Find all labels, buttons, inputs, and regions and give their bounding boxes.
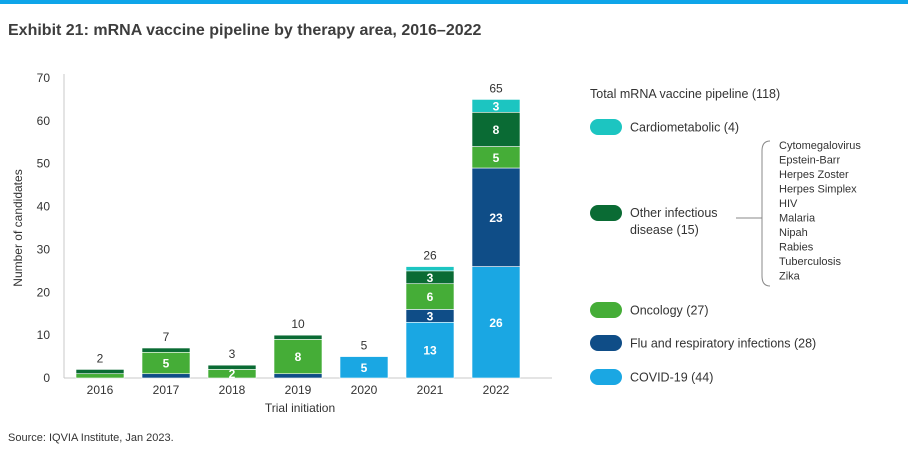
x-tick-label: 2019 xyxy=(285,383,312,397)
disease-list-item: Herpes Zoster xyxy=(779,169,849,181)
legend-label: Oncology (27) xyxy=(630,304,709,318)
bar-segment-oncology-2019 xyxy=(273,339,323,375)
bar-value-label: 5 xyxy=(493,151,500,165)
y-tick-label: 20 xyxy=(37,285,51,299)
bar-value-label: 13 xyxy=(423,344,437,358)
bar-segment-oncology-2016 xyxy=(75,373,125,379)
bar-segment-oncology-2021 xyxy=(405,283,455,310)
disease-list-item: Cytomegalovirus xyxy=(779,140,861,152)
legend-label: Cardiometabolic (4) xyxy=(630,121,739,135)
bar-value-label: 8 xyxy=(493,123,500,137)
y-tick-label: 60 xyxy=(37,114,51,128)
disease-list-item: HIV xyxy=(779,198,798,210)
bar-segment-other_infectious-2019 xyxy=(273,334,323,340)
legend-swatch-cardiometabolic xyxy=(590,119,622,135)
bar-total-label: 3 xyxy=(229,347,236,361)
bar-segment-cardiometabolic-2021 xyxy=(405,266,455,272)
x-tick-label: 2021 xyxy=(417,383,444,397)
bar-segment-covid-2021 xyxy=(405,321,455,379)
legend-title: Total mRNA vaccine pipeline (118) xyxy=(590,87,780,101)
legend-swatch-oncology xyxy=(590,302,622,318)
bar-value-label: 3 xyxy=(427,309,434,323)
bar-value-label: 8 xyxy=(295,350,302,364)
disease-list-item: Nipah xyxy=(779,227,808,239)
x-tick-label: 2022 xyxy=(483,383,510,397)
disease-list-item: Zika xyxy=(779,271,801,283)
y-tick-label: 70 xyxy=(37,71,51,85)
disease-list-item: Herpes Simplex xyxy=(779,184,857,196)
bar-total-label: 7 xyxy=(163,330,170,344)
y-tick-label: 30 xyxy=(37,242,51,256)
bar-value-label: 6 xyxy=(427,290,434,304)
bar-segment-covid-2020 xyxy=(339,356,389,379)
legend-swatch-covid xyxy=(590,369,622,385)
bar-segment-other_infectious-2018 xyxy=(207,364,257,370)
bar-segment-other_infectious-2022 xyxy=(471,111,521,147)
x-tick-label: 2018 xyxy=(219,383,246,397)
bar-segment-covid-2022 xyxy=(471,266,521,379)
x-tick-label: 2020 xyxy=(351,383,378,397)
disease-list-item: Rabies xyxy=(779,242,814,254)
disease-list-bracket xyxy=(761,140,771,287)
bar-total-label: 5 xyxy=(361,339,368,353)
chart-title: Exhibit 21: mRNA vaccine pipeline by the… xyxy=(8,22,482,39)
bar-value-label: 23 xyxy=(489,211,503,225)
legend-label: disease (15) xyxy=(630,223,699,237)
bar-total-label: 26 xyxy=(423,249,437,263)
bar-segment-other_infectious-2016 xyxy=(75,369,125,375)
legend-swatch-other_infectious xyxy=(590,205,622,221)
bar-segment-flu_respiratory-2022 xyxy=(471,167,521,267)
disease-list-item: Epstein-Barr xyxy=(779,155,840,167)
bar-value-label: 5 xyxy=(163,357,170,371)
x-tick-label: 2016 xyxy=(87,383,114,397)
x-axis-label: Trial initiation xyxy=(265,401,335,415)
source-note: Source: IQVIA Institute, Jan 2023. xyxy=(8,432,174,444)
legend-label: COVID-19 (44) xyxy=(630,371,713,385)
bar-segment-flu_respiratory-2019 xyxy=(273,373,323,379)
y-tick-label: 10 xyxy=(37,328,51,342)
bar-segment-cardiometabolic-2022 xyxy=(471,99,521,113)
x-tick-label: 2017 xyxy=(153,383,180,397)
top-accent-bar xyxy=(0,0,908,4)
bar-value-label: 2 xyxy=(229,367,236,381)
bar-segment-flu_respiratory-2017 xyxy=(141,373,191,379)
bar-segment-other_infectious-2017 xyxy=(141,347,191,353)
y-axis-label: Number of candidates xyxy=(11,169,25,286)
y-tick-label: 0 xyxy=(43,371,50,385)
bar-value-label: 26 xyxy=(489,316,503,330)
bar-total-label: 10 xyxy=(291,317,305,331)
bar-total-label: 2 xyxy=(97,351,104,365)
legend-label: Other infectious xyxy=(630,206,718,220)
legend-swatch-flu_respiratory xyxy=(590,335,622,351)
bar-value-label: 3 xyxy=(427,271,434,285)
bar-total-label: 65 xyxy=(489,81,503,95)
y-tick-label: 50 xyxy=(37,157,51,171)
disease-list-item: Malaria xyxy=(779,213,816,225)
y-tick-label: 40 xyxy=(37,200,51,214)
legend-label: Flu and respiratory infections (28) xyxy=(630,337,816,351)
bar-value-label: 5 xyxy=(361,361,368,375)
disease-list-item: Tuberculosis xyxy=(779,256,841,268)
bar-value-label: 3 xyxy=(493,99,500,113)
